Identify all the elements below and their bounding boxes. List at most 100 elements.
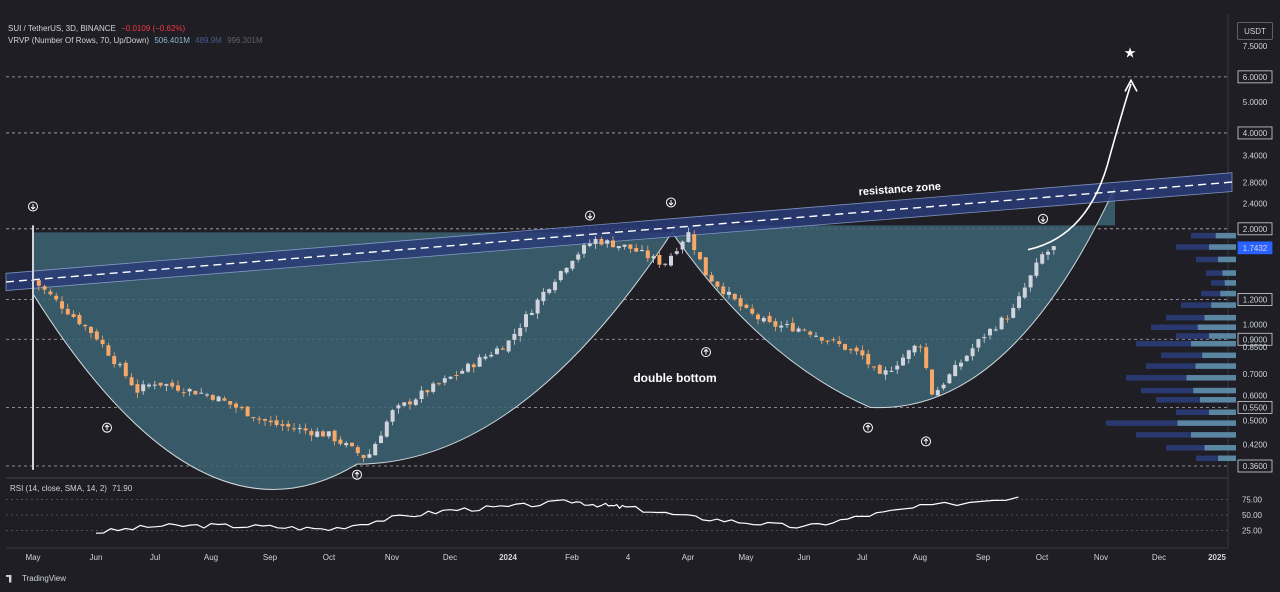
price-tick-label: 0.3600: [1243, 462, 1268, 471]
candle-body: [576, 254, 581, 260]
volume-bar-up: [1211, 302, 1236, 308]
candle-body: [379, 435, 383, 444]
candle-body: [616, 246, 621, 249]
candle-body: [129, 377, 134, 386]
candle-body: [222, 398, 227, 401]
price-tag-box: [1237, 400, 1273, 414]
candle-body: [529, 312, 534, 316]
resistance-zone-label: resistance zone: [858, 181, 941, 199]
candle-body: [814, 335, 818, 337]
volume-bar-up: [1186, 375, 1236, 381]
volume-bar-up: [1204, 314, 1236, 321]
volume-bar-down: [1191, 232, 1236, 239]
candle-body: [321, 431, 325, 437]
candle-body: [727, 291, 731, 295]
currency-button[interactable]: USDT: [1237, 22, 1273, 40]
candle-body: [350, 442, 354, 447]
brand-footer: TradingView: [6, 574, 66, 583]
candle-body: [367, 454, 372, 458]
symbol-title[interactable]: SUI / TetherUS, 3D, BINANCE: [8, 24, 116, 33]
time-tick-label: Nov: [1094, 553, 1108, 562]
candle-body: [982, 337, 987, 339]
candle-body: [419, 390, 424, 400]
volume-profile: [1106, 232, 1236, 462]
volume-bar-up: [1215, 232, 1236, 239]
price-tag-box: [1237, 222, 1273, 236]
candle-body: [640, 250, 644, 252]
candle-body: [292, 428, 296, 430]
time-tick-label: 2025: [1208, 553, 1226, 562]
right-cup-fill: [672, 187, 1115, 408]
volume-bar-down: [1176, 409, 1236, 416]
candle-body: [413, 399, 418, 405]
candle-body: [1051, 246, 1056, 251]
candle-body: [808, 331, 813, 335]
candle-body: [657, 254, 662, 265]
candle-body: [709, 275, 714, 282]
pivot-markers: [28, 197, 1048, 480]
candle-body: [790, 322, 795, 332]
candle-body: [848, 349, 853, 351]
candle-body: [570, 260, 575, 269]
candle-body: [100, 339, 105, 345]
time-tick-label: Aug: [204, 553, 218, 562]
volume-bar-up: [1195, 363, 1236, 369]
candle-body: [819, 337, 824, 341]
candle-body: [953, 364, 958, 377]
arrow-up-icon: [921, 436, 931, 447]
candle-body: [210, 395, 215, 400]
candle-body: [993, 329, 998, 331]
candle-body: [408, 401, 412, 405]
candle-body: [466, 363, 470, 372]
candle-body: [170, 382, 175, 387]
volume-bar-up: [1222, 270, 1236, 276]
volume-bar-up: [1200, 397, 1236, 403]
time-tick-label: Nov: [385, 553, 399, 562]
volume-bar-down: [1196, 455, 1236, 462]
rsi-label[interactable]: RSI (14, close, SMA, 14, 2): [10, 484, 107, 493]
candle-body: [622, 244, 627, 247]
candle-body: [964, 355, 969, 361]
candle-body: [54, 295, 59, 300]
volume-bar-up: [1177, 420, 1236, 426]
candle-body: [286, 423, 291, 427]
candle-body: [205, 394, 209, 396]
time-tick-label: Dec: [1152, 553, 1166, 562]
candle-body: [1017, 296, 1021, 308]
candle-body: [147, 384, 151, 387]
volume-bar-up: [1193, 387, 1236, 394]
candle-body: [477, 357, 482, 367]
candle-body: [750, 308, 755, 314]
candle-body: [77, 314, 82, 325]
candle-body: [906, 350, 911, 359]
candle-body: [854, 347, 859, 352]
candle-body: [431, 383, 436, 392]
vrvp-label[interactable]: VRVP (Number Of Rows, 70, Up/Down): [8, 36, 150, 45]
candle-body: [495, 348, 499, 355]
candle-body: [181, 392, 186, 394]
candle-body: [802, 329, 807, 331]
left-cup-fill: [33, 232, 672, 490]
volume-bar-down: [1176, 244, 1236, 250]
candle-body: [512, 333, 517, 340]
marker-glyph: [703, 348, 709, 355]
price-tag-box: [1237, 332, 1273, 346]
price-tag-box: [1237, 459, 1273, 473]
candle-body: [825, 340, 830, 342]
volume-bar-up: [1197, 324, 1236, 330]
volume-bar-down: [1136, 340, 1236, 347]
candle-body: [309, 430, 314, 436]
candlesticks: ★: [31, 46, 1138, 470]
candle-body: [524, 314, 528, 327]
marker-glyph: [668, 199, 674, 206]
volume-bar-down: [1166, 445, 1236, 451]
candle-body: [912, 345, 917, 353]
marker-glyph: [104, 424, 110, 431]
price-change: −0.0109 (−0.62%): [121, 24, 186, 33]
candle-body: [634, 248, 639, 252]
candle-body: [773, 321, 778, 327]
time-tick-label: May: [25, 553, 40, 562]
volume-bar-up: [1220, 290, 1236, 297]
candle-body: [860, 350, 865, 356]
